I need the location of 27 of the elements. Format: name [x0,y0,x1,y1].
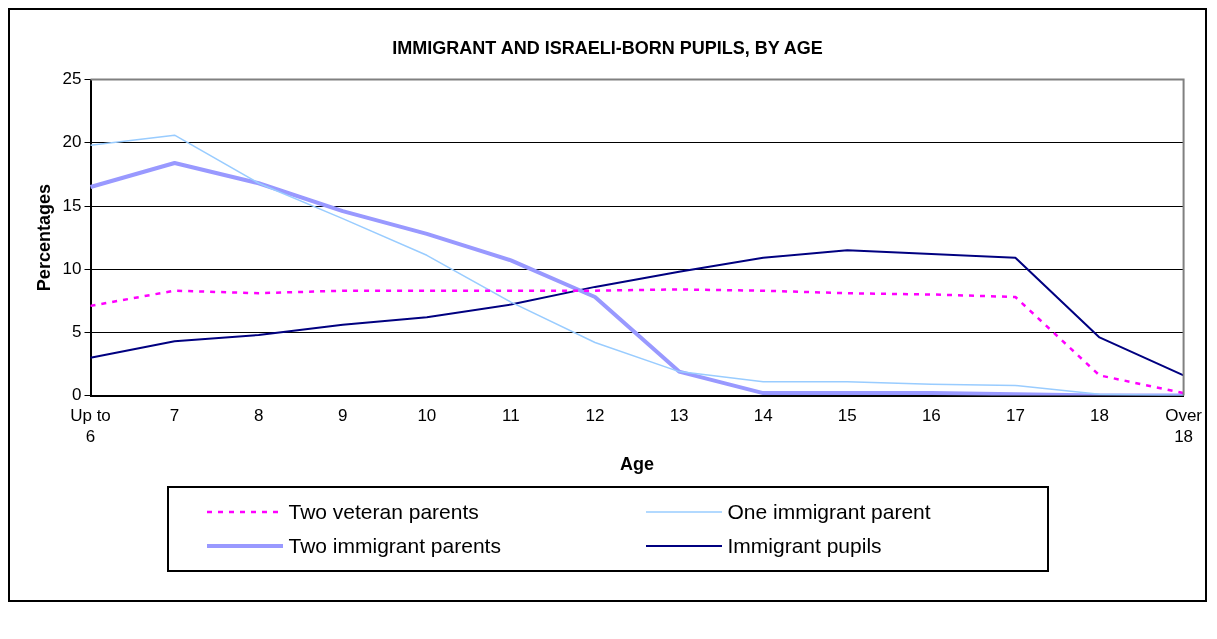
legend-label: Two immigrant parents [288,534,501,558]
chart-title: IMMIGRANT AND ISRAELI-BORN PUPILS, BY AGE [392,37,823,58]
y-tick-label: 25 [62,69,82,89]
x-tick-label: 16 [921,406,941,426]
x-tick-label: 13 [669,406,689,426]
x-tick-label: 11 [502,406,520,426]
legend-label: Immigrant pupils [727,534,882,558]
y-tick-label: 5 [72,322,82,342]
x-tick-label: 15 [837,406,857,426]
x-tick-label: Over 18 [1165,406,1203,446]
y-tick-label: 0 [72,385,82,405]
x-tick-label: 7 [169,406,180,426]
legend-label: One immigrant parent [727,500,931,524]
x-tick-label: 10 [417,406,437,426]
x-tick-label: 12 [585,406,605,426]
x-tick-label: 17 [1005,406,1025,426]
x-axis-title: Age [620,454,655,475]
y-tick-label: 10 [62,258,82,278]
legend-label: Two veteran parents [288,500,479,524]
x-tick-label: 14 [753,406,773,426]
x-tick-label: Up to 6 [70,406,111,446]
y-tick-label: 20 [62,132,82,152]
x-tick-label: 18 [1090,406,1109,426]
y-tick-label: 15 [62,195,82,215]
x-tick-label: 8 [253,406,264,426]
y-axis-title: Percentages [33,184,54,292]
x-tick-label: 9 [338,406,348,426]
